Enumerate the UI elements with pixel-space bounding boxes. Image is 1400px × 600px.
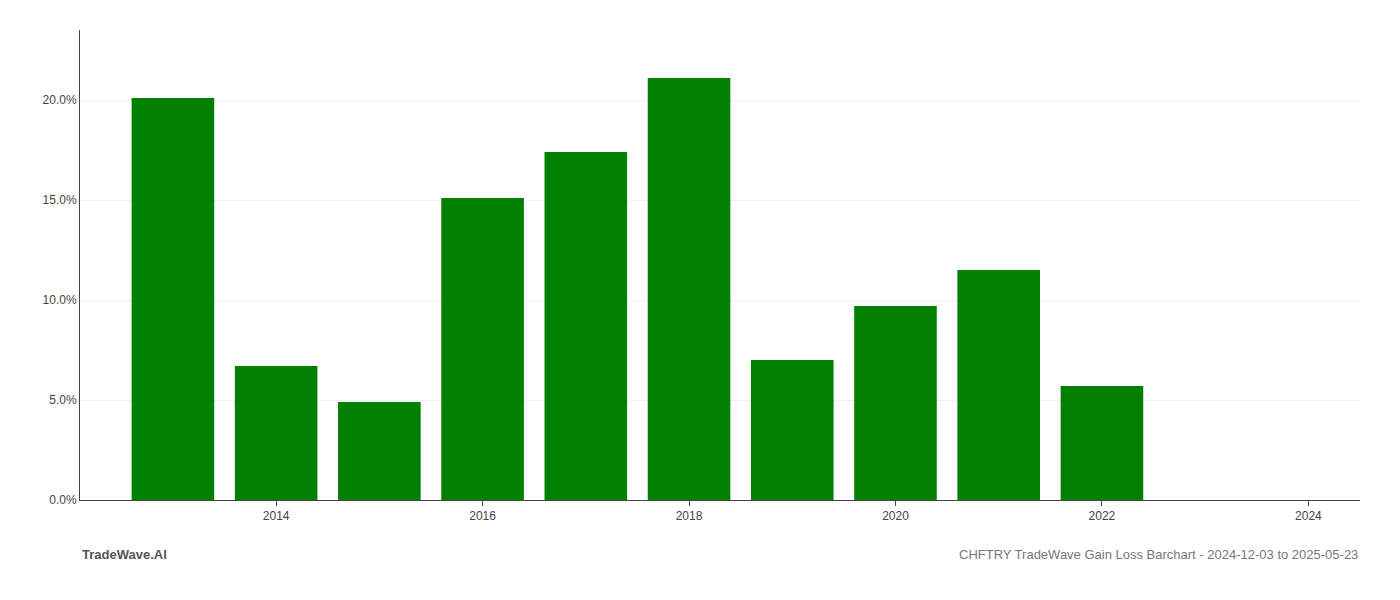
svg-text:2016: 2016	[469, 509, 496, 523]
svg-text:TradeWave.AI: TradeWave.AI	[82, 547, 167, 562]
svg-text:2020: 2020	[882, 509, 909, 523]
svg-text:10.0%: 10.0%	[43, 293, 77, 307]
svg-text:CHFTRY TradeWave Gain Loss Bar: CHFTRY TradeWave Gain Loss Barchart - 20…	[959, 547, 1358, 562]
svg-text:5.0%: 5.0%	[49, 393, 77, 407]
svg-text:20.0%: 20.0%	[43, 93, 77, 107]
svg-text:2014: 2014	[263, 509, 290, 523]
svg-text:2024: 2024	[1295, 509, 1322, 523]
svg-text:2018: 2018	[676, 509, 703, 523]
svg-text:0.0%: 0.0%	[49, 493, 77, 507]
svg-text:15.0%: 15.0%	[43, 193, 77, 207]
svg-text:2022: 2022	[1089, 509, 1116, 523]
